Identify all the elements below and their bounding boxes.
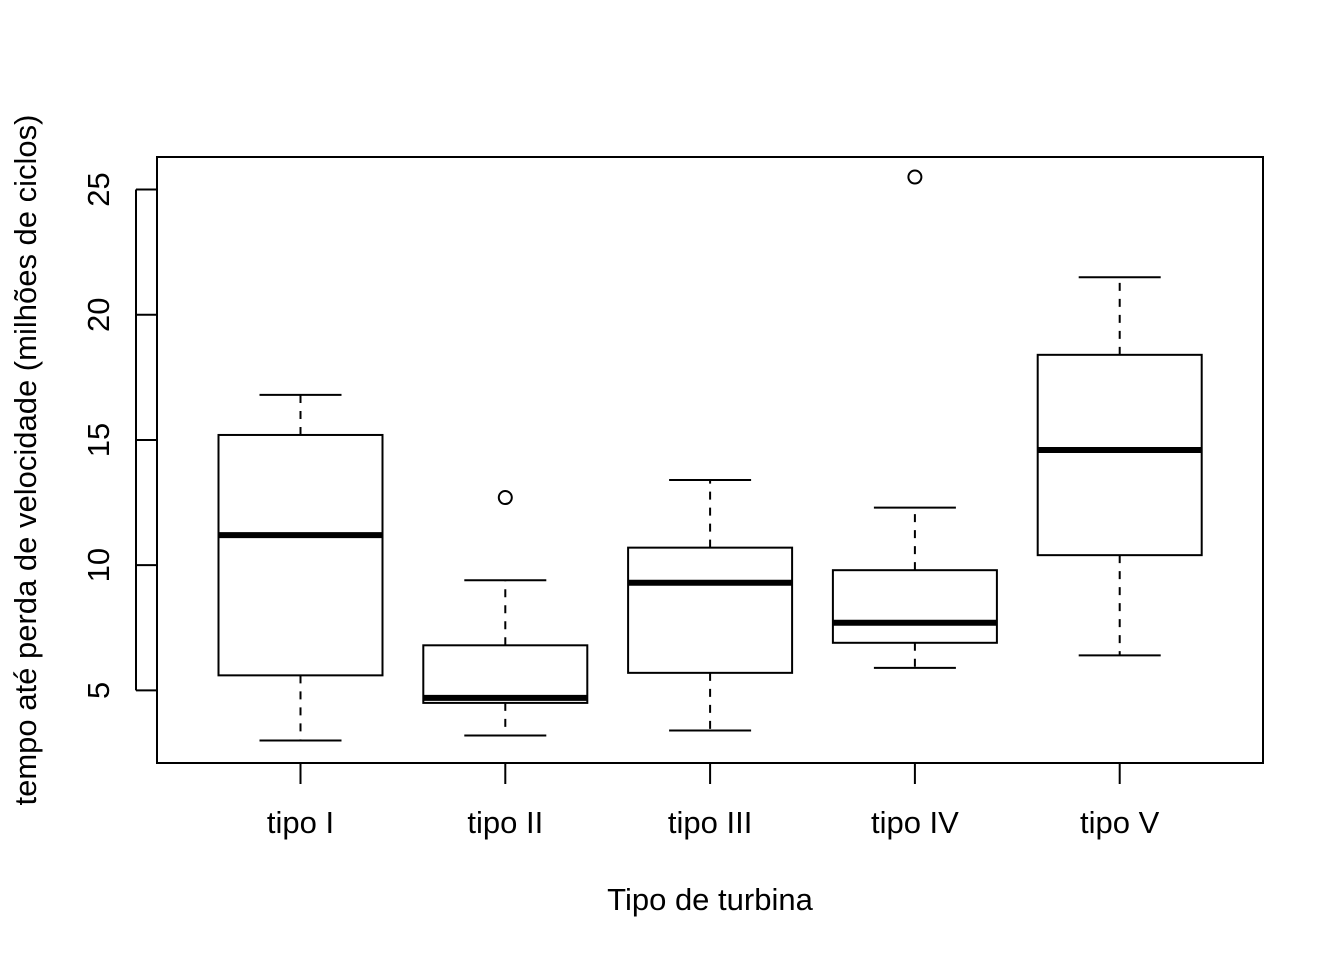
y-tick-label: 20 bbox=[81, 298, 116, 332]
x-tick-label: tipo V bbox=[1080, 805, 1160, 840]
x-tick-label: tipo III bbox=[668, 805, 752, 840]
box-group bbox=[831, 169, 998, 669]
box-iqr bbox=[831, 569, 998, 644]
box-group bbox=[217, 393, 384, 742]
y-tick-label: 15 bbox=[81, 423, 116, 457]
x-axis: tipo I tipo II tipo III tipo IV tipo V bbox=[267, 763, 1160, 840]
y-tick-label: 5 bbox=[81, 682, 116, 699]
y-tick-label: 25 bbox=[81, 172, 116, 206]
box-iqr bbox=[422, 644, 589, 704]
outlier-point bbox=[907, 169, 923, 185]
x-tick-label: tipo I bbox=[267, 805, 334, 840]
box-group bbox=[422, 490, 589, 737]
y-axis-label: tempo até perda de velocidade (milhões d… bbox=[8, 115, 43, 806]
outlier-point bbox=[497, 490, 513, 506]
box-iqr bbox=[217, 433, 384, 677]
box-group bbox=[627, 479, 794, 732]
x-tick-label: tipo II bbox=[467, 805, 543, 840]
chart-marks bbox=[217, 169, 1203, 742]
box-iqr bbox=[1036, 353, 1203, 557]
y-tick-label: 10 bbox=[81, 548, 116, 582]
y-axis: 5 10 15 20 25 bbox=[81, 172, 157, 699]
x-tick-label: tipo IV bbox=[871, 805, 959, 840]
x-axis-label: Tipo de turbina bbox=[607, 882, 813, 917]
box-group bbox=[1036, 276, 1203, 657]
box-iqr bbox=[627, 546, 794, 674]
